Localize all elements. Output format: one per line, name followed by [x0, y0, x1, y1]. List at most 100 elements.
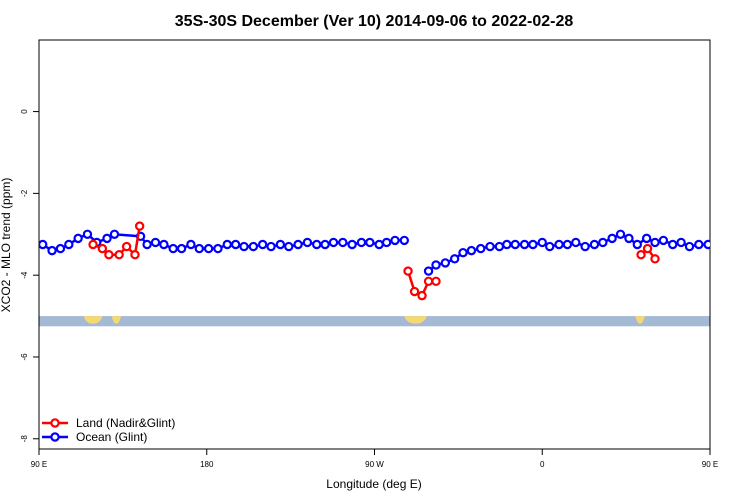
- ocean-glint-point-0-36: [374, 239, 384, 250]
- ocean-glint-point-0-21: [239, 241, 249, 252]
- x-tick-label-4: 90 E: [702, 460, 718, 469]
- land-nadir-glint-point-1-1: [409, 286, 420, 297]
- ocean-glint-point-0-7: [102, 233, 112, 244]
- legend-label-0: Land (Nadir&Glint): [76, 416, 175, 430]
- land-nadir-glint-point-1-2: [417, 290, 427, 301]
- ocean-glint-point-1-24: [632, 239, 643, 250]
- ocean-glint-point-1-23: [624, 233, 634, 244]
- ocean-glint-point-1-7: [485, 241, 495, 252]
- ocean-glint-point-0-5: [82, 229, 93, 239]
- x-tick-label-3: 0: [540, 460, 545, 469]
- ocean-glint-point-1-34: [721, 241, 728, 248]
- land-nadir-glint-point-1-3: [423, 276, 434, 287]
- land-nadir-glint-point-1-0: [403, 266, 413, 276]
- land-nadir-glint-point-2-0: [636, 250, 646, 260]
- ocean-glint-point-1-2: [440, 258, 451, 268]
- ocean-glint-line-1: [427, 232, 710, 273]
- land-nadir-glint-point-1-4: [431, 276, 441, 287]
- x-tick-label-1: 180: [200, 460, 214, 469]
- ocean-glint-point-1-27: [658, 235, 669, 246]
- ocean-glint-point-1-17: [571, 237, 581, 248]
- land-nadir-glint-point-0-4: [121, 241, 132, 252]
- ocean-glint-point-0-2: [55, 243, 66, 254]
- ocean-glint-point-0-32: [338, 237, 348, 248]
- ocean-glint-point-1-5: [466, 245, 477, 256]
- ocean-glint-point-1-29: [676, 237, 686, 248]
- ocean-glint-point-1-22: [615, 229, 626, 239]
- x-tick-label-2: 90 W: [365, 460, 384, 469]
- ocean-glint-point-1-26: [650, 237, 660, 248]
- legend: Land (Nadir&Glint)Ocean (Glint): [42, 416, 175, 444]
- ocean-glint-point-0-14: [176, 243, 187, 254]
- ocean-glint-point-0-24: [266, 241, 276, 252]
- x-tick-label-0: 90 E: [31, 460, 47, 469]
- land-nadir-glint-point-0-1: [97, 243, 108, 254]
- ocean-glint-point-0-22: [248, 241, 259, 252]
- ocean-glint-point-1-20: [598, 237, 608, 248]
- y-tick-label-2: -4: [20, 271, 29, 279]
- ocean-glint-point-1-30: [684, 241, 695, 252]
- ocean-glint-point-0-39: [399, 235, 410, 246]
- ocean-glint-point-0-12: [159, 239, 169, 250]
- land-mass-1: [111, 316, 122, 324]
- ocean-glint-point-0-31: [328, 237, 339, 248]
- land-nadir-glint-point-0-0: [88, 239, 98, 250]
- ocean-glint-point-0-0: [39, 239, 48, 250]
- land-nadir-glint-point-2-2: [650, 254, 660, 264]
- land-mass-2: [404, 316, 427, 324]
- ocean-glint-point-0-8: [109, 229, 120, 239]
- ocean-glint-point-0-25: [275, 239, 286, 250]
- ocean-glint-point-0-16: [194, 243, 204, 254]
- ocean-glint-point-1-13: [537, 237, 547, 248]
- ocean-glint-point-0-19: [222, 239, 232, 250]
- land-mass-0: [83, 316, 103, 324]
- ocean-glint-point-0-29: [312, 239, 322, 250]
- ocean-glint-point-1-6: [476, 243, 486, 254]
- legend-label-1: Ocean (Glint): [76, 430, 147, 444]
- y-tick-label-4: -8: [20, 435, 29, 443]
- ocean-glint-point-0-3: [64, 239, 74, 250]
- ocean-glint-point-0-33: [347, 239, 357, 250]
- ocean-glint-point-0-11: [150, 237, 161, 248]
- ocean-glint-point-1-3: [449, 254, 460, 264]
- y-axis: 0 -2 -4 -6 -8: [20, 109, 39, 443]
- ocean-glint-point-0-26: [284, 241, 294, 252]
- series-layer: [39, 221, 747, 301]
- y-tick-label-3: -6: [20, 353, 29, 361]
- ocean-glint-point-1-1: [431, 260, 441, 270]
- y-tick-label-0: 0: [20, 109, 29, 114]
- ocean-glint-point-0-15: [186, 239, 196, 250]
- ocean-glint-point-0-37: [381, 237, 392, 248]
- ocean-glint-point-1-32: [703, 239, 710, 250]
- ocean-glint-point-0-1: [47, 245, 57, 256]
- ocean-glint-point-0-23: [257, 239, 268, 250]
- ocean-glint-point-1-19: [589, 239, 600, 250]
- ocean-glint-point-0-4: [73, 233, 83, 244]
- ocean-glint-point-1-0: [423, 266, 434, 276]
- ocean-glint-point-0-20: [230, 239, 241, 250]
- ocean-glint-point-1-35: [731, 241, 738, 248]
- ocean-glint-point-1-36: [740, 243, 747, 250]
- ocean-glint-point-1-8: [494, 241, 505, 252]
- ocean-glint-point-1-28: [668, 239, 678, 250]
- ocean-glint-point-1-4: [458, 247, 468, 258]
- land-nadir-glint-point-2-1: [642, 243, 653, 254]
- x-axis-label: Longitude (deg E): [326, 477, 421, 491]
- ocean-glint-point-0-18: [213, 243, 223, 254]
- chart-title: 35S-30S December (Ver 10) 2014-09-06 to …: [175, 13, 574, 30]
- legend-marker-1: [50, 432, 60, 442]
- ocean-glint-point-1-10: [510, 239, 520, 250]
- land-nadir-glint-point-0-2: [104, 250, 114, 260]
- y-tick-label-1: -2: [20, 189, 29, 197]
- land-nadir-glint-point-0-3: [114, 250, 124, 260]
- ocean-glint-point-0-10: [142, 239, 152, 250]
- ocean-glint-point-0-27: [293, 239, 303, 250]
- ocean-glint-point-0-35: [365, 237, 375, 248]
- ocean-glint-point-0-34: [356, 237, 367, 248]
- x-axis: 90 E 180 90 W 0 90 E: [31, 449, 718, 469]
- land-mass-3: [635, 316, 645, 324]
- map-strip: [39, 316, 710, 327]
- y-axis-label: XCO2 - MLO trend (ppm): [0, 178, 13, 313]
- land-nadir-glint-point-0-6: [134, 221, 145, 231]
